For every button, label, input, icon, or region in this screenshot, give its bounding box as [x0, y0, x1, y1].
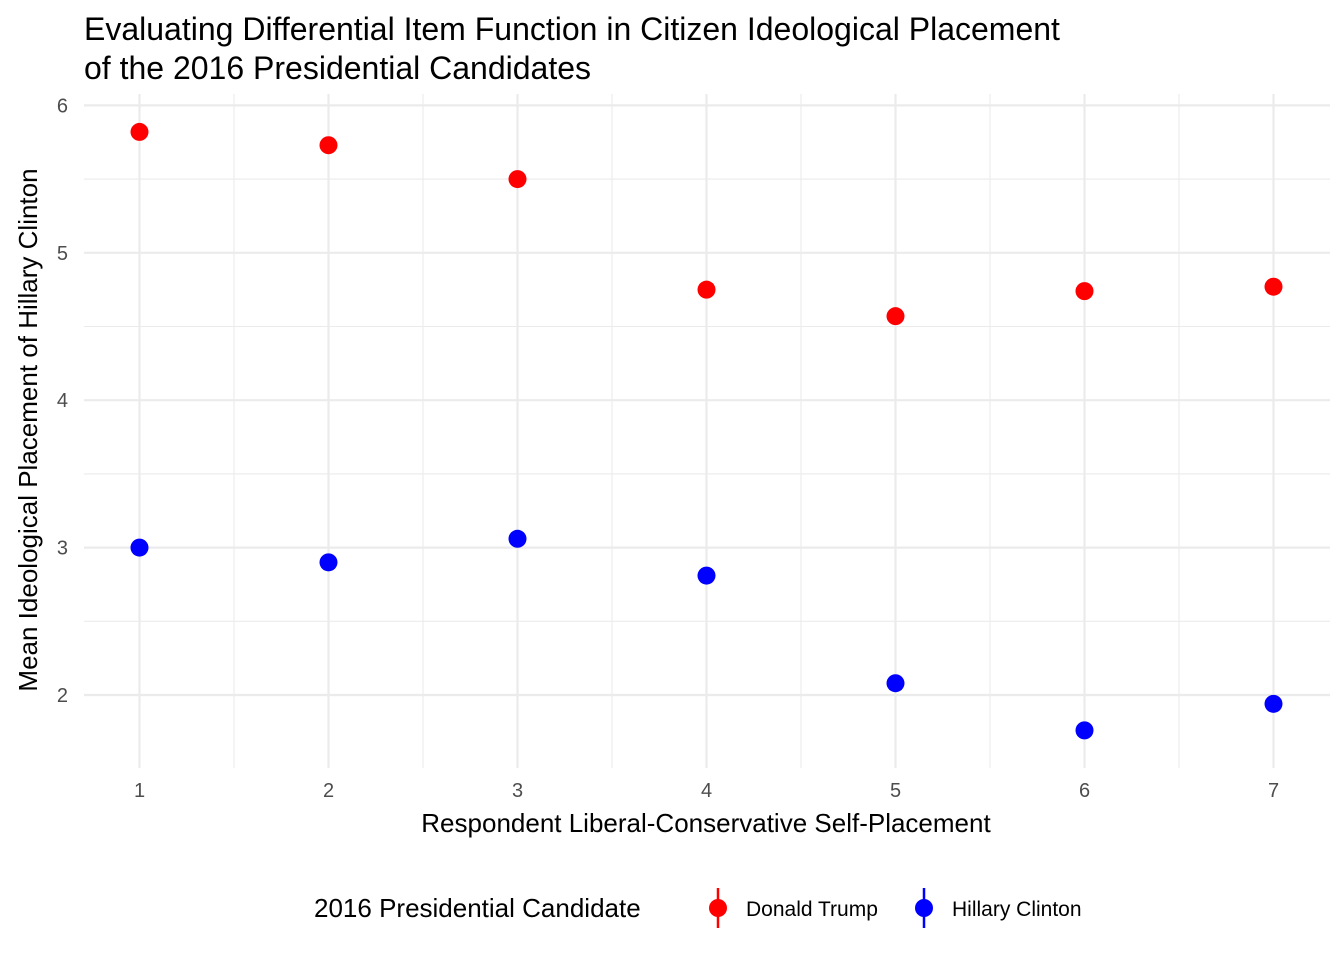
- x-tick-label: 6: [1079, 780, 1090, 802]
- data-point: [697, 280, 716, 299]
- x-tick-label: 2: [323, 780, 334, 802]
- data-point: [508, 529, 527, 548]
- data-point: [1075, 721, 1094, 740]
- data-point: [886, 307, 905, 326]
- x-tick-label: 1: [134, 780, 145, 802]
- y-axis-title: Mean Ideological Placement of Hillary Cl…: [13, 168, 43, 691]
- x-tick-label: 7: [1268, 780, 1279, 802]
- data-point: [319, 553, 338, 572]
- data-point: [130, 122, 149, 141]
- data-point: [319, 136, 338, 155]
- x-axis-ticks: 1 2 3 4 5 6 7: [134, 780, 1279, 802]
- y-tick-label: 6: [57, 95, 68, 117]
- legend: 2016 Presidential Candidate Donald Trump…: [314, 888, 1082, 928]
- legend-key-point: [709, 899, 727, 917]
- x-tick-label: 5: [890, 780, 901, 802]
- data-point: [1075, 282, 1094, 301]
- legend-key-point: [915, 899, 933, 917]
- y-tick-label: 3: [57, 538, 68, 560]
- y-tick-label: 4: [57, 390, 68, 412]
- x-tick-label: 3: [512, 780, 523, 802]
- data-points: [130, 122, 1283, 740]
- legend-label: Hillary Clinton: [952, 898, 1082, 921]
- data-point: [697, 566, 716, 585]
- data-point: [886, 674, 905, 693]
- chart-subtitle: of the 2016 Presidential Candidates: [84, 50, 591, 86]
- legend-item: Hillary Clinton: [915, 888, 1082, 928]
- data-point: [130, 538, 149, 557]
- y-tick-label: 2: [57, 685, 68, 707]
- legend-title: 2016 Presidential Candidate: [314, 893, 641, 923]
- legend-item: Donald Trump: [709, 888, 878, 928]
- chart-title: Evaluating Differential Item Function in…: [84, 11, 1060, 47]
- data-point: [1264, 277, 1283, 296]
- y-axis-ticks: 2 3 4 5 6: [57, 95, 68, 707]
- legend-label: Donald Trump: [746, 898, 878, 921]
- y-tick-label: 5: [57, 243, 68, 265]
- data-point: [1264, 694, 1283, 713]
- data-point: [508, 170, 527, 189]
- x-axis-title: Respondent Liberal-Conservative Self-Pla…: [421, 808, 991, 838]
- grid: [84, 94, 1330, 768]
- legend-items: Donald Trump Hillary Clinton: [709, 888, 1082, 928]
- x-tick-label: 4: [701, 780, 712, 802]
